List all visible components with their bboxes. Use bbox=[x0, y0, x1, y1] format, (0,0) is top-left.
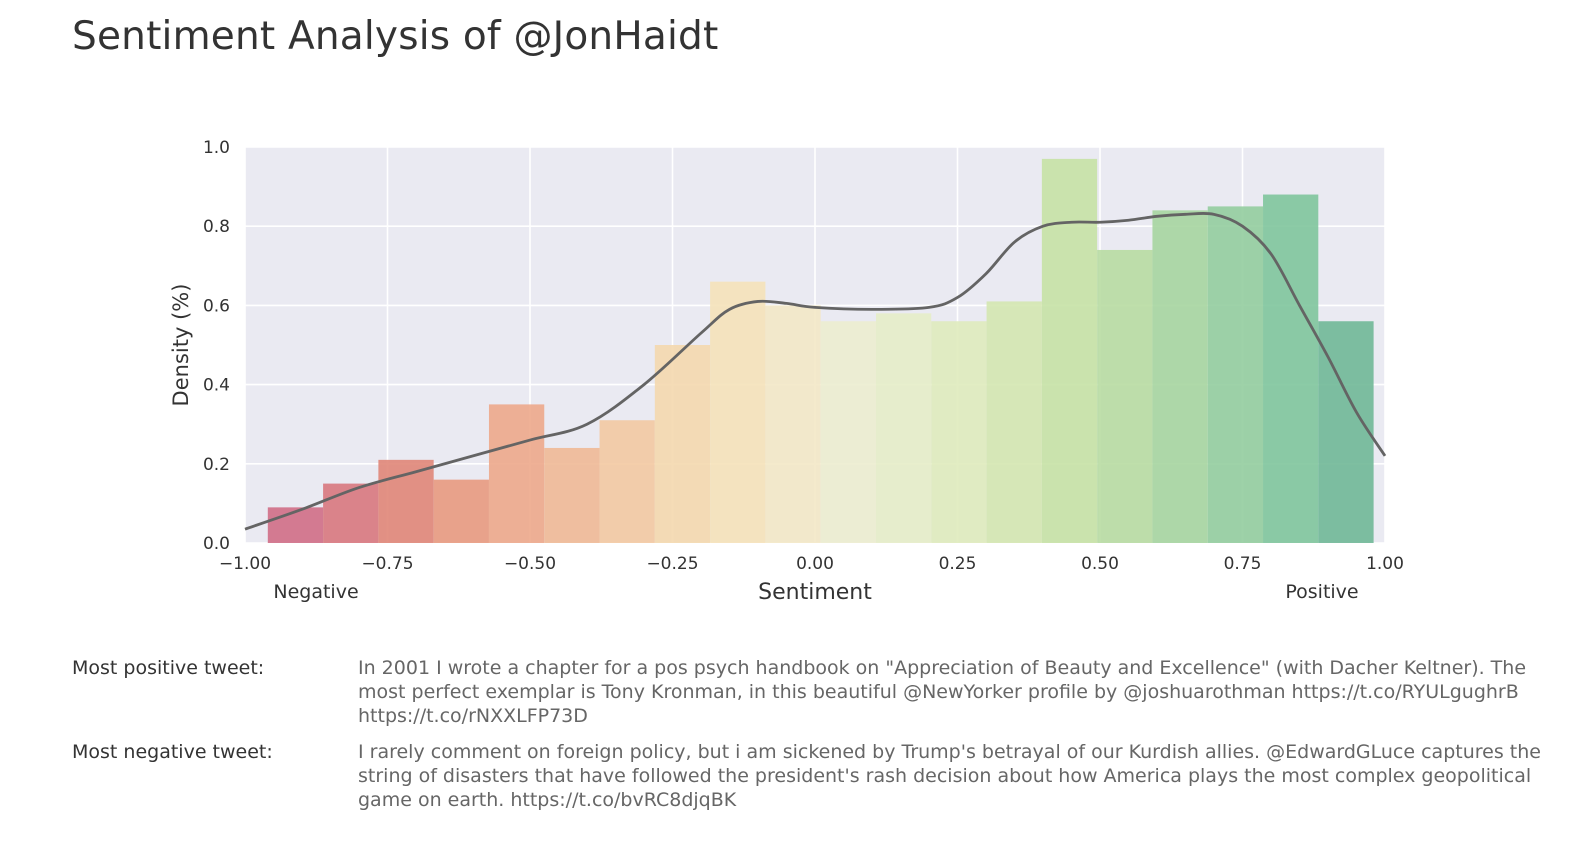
x-tick-label: 0.50 bbox=[1081, 554, 1119, 574]
x-end-label-positive: Positive bbox=[1285, 581, 1358, 603]
x-tick-label: −0.50 bbox=[504, 554, 556, 574]
histogram-bar bbox=[1041, 158, 1098, 543]
histogram-bar bbox=[599, 420, 655, 543]
kde-curve-group bbox=[244, 211, 1387, 531]
histogram-bar bbox=[323, 483, 379, 543]
histogram-bar bbox=[544, 447, 600, 543]
y-axis-label: Density (%) bbox=[169, 284, 193, 407]
histogram-bar bbox=[710, 281, 766, 543]
histogram-bar bbox=[433, 479, 489, 543]
histogram-bar bbox=[1152, 210, 1208, 544]
histogram-bar bbox=[820, 321, 876, 543]
x-tick-label: 0.25 bbox=[939, 554, 977, 574]
x-axis-label: Sentiment bbox=[758, 580, 872, 605]
x-tick-label: 0.00 bbox=[796, 554, 834, 574]
x-tick-label: −0.75 bbox=[361, 554, 413, 574]
histogram-bar bbox=[1207, 206, 1264, 543]
x-tick-label: −0.25 bbox=[646, 554, 698, 574]
histogram-bar bbox=[654, 345, 711, 543]
histogram-bar bbox=[875, 313, 932, 543]
histogram-bar bbox=[765, 305, 821, 543]
positive-tweet-label: Most positive tweet: bbox=[72, 657, 265, 679]
y-tick-label: 0.6 bbox=[203, 296, 230, 316]
x-end-label-negative: Negative bbox=[273, 581, 358, 603]
histogram-bar bbox=[488, 404, 545, 543]
negative-tweet-text: I rarely comment on foreign policy, but … bbox=[358, 741, 1541, 811]
tweets-section: Most positive tweet: In 2001 I wrote a c… bbox=[72, 656, 1562, 824]
histogram-bar bbox=[378, 459, 434, 543]
y-tick-label: 0.4 bbox=[203, 376, 230, 396]
histogram-bar bbox=[1097, 249, 1153, 543]
y-tick-label: 0.0 bbox=[203, 534, 230, 554]
y-tick-label: 0.8 bbox=[203, 217, 230, 237]
histogram-bar bbox=[931, 321, 987, 543]
histogram-bar bbox=[1263, 194, 1319, 543]
y-tick-label: 1.0 bbox=[203, 138, 230, 158]
positive-tweet-text: In 2001 I wrote a chapter for a pos psyc… bbox=[358, 657, 1527, 727]
page-title: Sentiment Analysis of @JonHaidt bbox=[72, 14, 719, 59]
axis-ticks: −1.00 −0.75 −0.50 −0.25 0.00 0.25 0.50 0.75 1.00… bbox=[203, 138, 1404, 574]
x-tick-label: 1.00 bbox=[1366, 554, 1404, 574]
histogram-bar bbox=[986, 301, 1042, 543]
sentiment-chart: −1.00 −0.75 −0.50 −0.25 0.00 0.25 0.50 0.75 1.00… bbox=[169, 138, 1404, 605]
histogram-bars bbox=[267, 158, 1374, 544]
positive-tweet-row: Most positive tweet: In 2001 I wrote a c… bbox=[72, 656, 1562, 728]
x-tick-label: −1.00 bbox=[219, 554, 271, 574]
y-tick-label: 0.2 bbox=[203, 455, 230, 475]
histogram-bar bbox=[267, 507, 324, 543]
x-tick-label: 0.75 bbox=[1224, 554, 1262, 574]
negative-tweet-label: Most negative tweet: bbox=[72, 741, 273, 763]
kde-line bbox=[244, 211, 1387, 531]
negative-tweet-row: Most negative tweet: I rarely comment on… bbox=[72, 740, 1562, 812]
